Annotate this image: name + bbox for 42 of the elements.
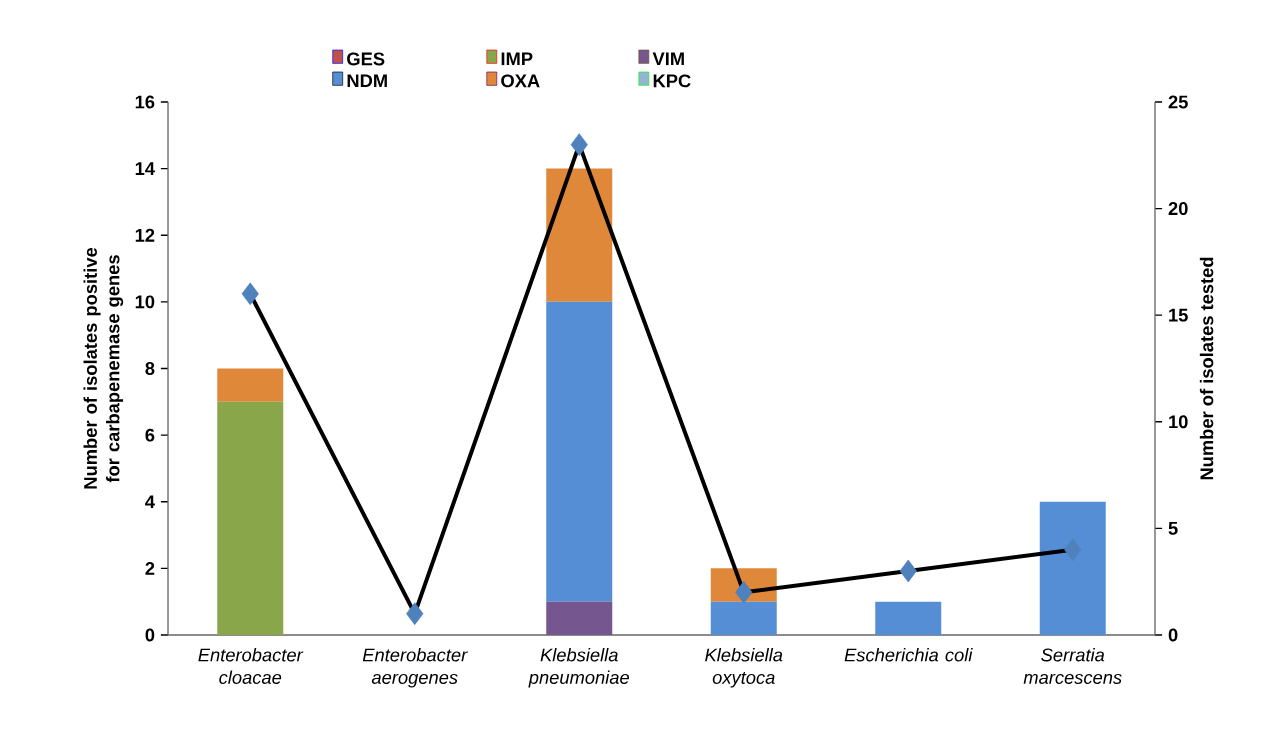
point <box>406 602 424 626</box>
x-tick-label: Klebsiella oxytoca <box>705 647 783 688</box>
y-tick-label: 12 <box>135 228 155 242</box>
y-tick-label: 4 <box>145 495 155 509</box>
bar <box>217 368 284 402</box>
y2-tick-label: 15 <box>1169 308 1188 322</box>
legend-label: GES <box>347 52 385 66</box>
x-tick-label: Escherichia coli <box>844 647 973 662</box>
x-tick-label: Serratia marcescens <box>1023 647 1122 684</box>
y2-tick-label: 5 <box>1168 522 1178 535</box>
x-tick-label: Klebsiella pneumoniae <box>528 647 629 688</box>
bar <box>710 601 777 635</box>
y-tick-label: 16 <box>135 95 155 109</box>
y-tick-label: 0 <box>145 628 155 642</box>
legend-label: OXA <box>501 74 540 88</box>
bar <box>1039 501 1106 635</box>
bar <box>875 601 942 635</box>
y-tick-label: 14 <box>135 162 155 175</box>
legend-label: KPC <box>653 74 691 88</box>
bar <box>546 601 613 635</box>
y-axis-title: Number of isolates positive for carbapenemase genes <box>83 247 124 489</box>
x-tick-label: Enterobacter cloacae <box>198 647 304 684</box>
y2-tick-label: 20 <box>1168 202 1188 216</box>
point <box>899 559 917 583</box>
legend-label: IMP <box>501 52 533 66</box>
y-tick-label: 10 <box>135 295 155 309</box>
point <box>241 282 259 306</box>
y2-tick-label: 10 <box>1169 415 1188 429</box>
y-tick-label: 6 <box>145 428 155 442</box>
y2-tick-label: 25 <box>1168 95 1188 109</box>
legend-label: NDM <box>347 74 387 88</box>
y-tick-label: 2 <box>145 561 155 575</box>
point <box>570 133 588 156</box>
bar <box>546 301 613 602</box>
point <box>1064 538 1082 562</box>
y2-axis-title: Number of isolates tested <box>1199 257 1214 480</box>
x-tick-label: Enterobacter aerogenes <box>362 647 468 688</box>
legend-label: VIM <box>652 52 684 66</box>
y2-tick-label: 0 <box>1168 628 1178 642</box>
bar <box>217 401 284 635</box>
bar <box>546 168 613 302</box>
y-tick-label: 8 <box>145 362 155 375</box>
